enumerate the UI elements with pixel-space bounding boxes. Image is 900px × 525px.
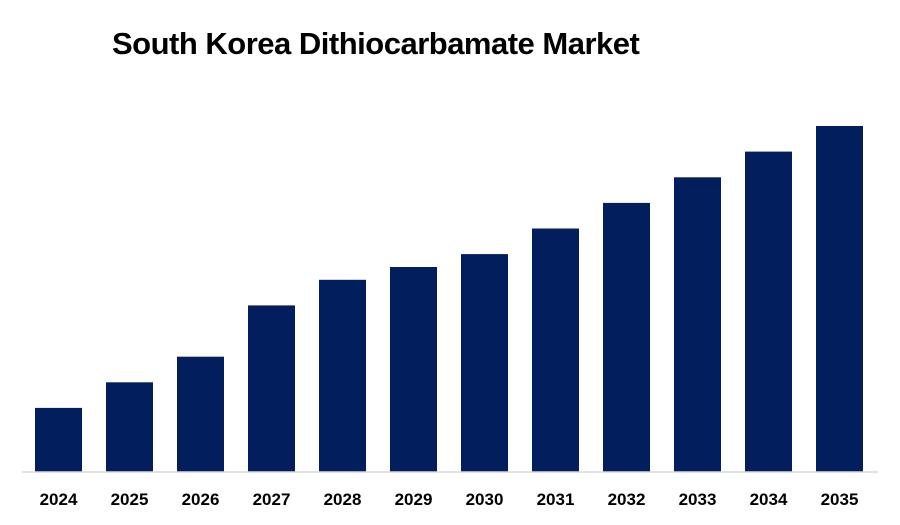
x-tick-label-2034: 2034 xyxy=(750,490,788,509)
bars-group xyxy=(35,126,863,473)
x-tick-label-2030: 2030 xyxy=(466,490,504,509)
bar-2033 xyxy=(674,177,721,473)
x-tick-label-2028: 2028 xyxy=(324,490,362,509)
x-tick-label-2026: 2026 xyxy=(182,490,220,509)
x-tick-label-2031: 2031 xyxy=(537,490,575,509)
bar-2029 xyxy=(390,267,437,472)
bar-2026 xyxy=(177,356,224,472)
bar-2032 xyxy=(603,202,650,472)
x-tick-label-2027: 2027 xyxy=(253,490,291,509)
bar-2024 xyxy=(35,407,82,472)
bar-2030 xyxy=(461,254,508,472)
bar-2028 xyxy=(319,279,366,472)
bar-2025 xyxy=(106,382,153,472)
bar-2034 xyxy=(745,151,792,472)
x-tick-label-2024: 2024 xyxy=(40,490,78,509)
x-tick-label-2035: 2035 xyxy=(821,490,859,509)
x-tick-label-2033: 2033 xyxy=(679,490,717,509)
bar-2031 xyxy=(532,228,579,472)
bar-2035 xyxy=(816,126,863,472)
x-tick-label-2029: 2029 xyxy=(395,490,433,509)
x-tick-label-2032: 2032 xyxy=(608,490,646,509)
bar-2027 xyxy=(248,305,295,472)
chart-title: South Korea Dithiocarbamate Market xyxy=(112,26,640,61)
x-tick-label-2025: 2025 xyxy=(111,490,149,509)
x-tick-labels: 2024 2025 2026 2027 2028 2029 2030 2031 2032 2033… xyxy=(40,490,859,509)
